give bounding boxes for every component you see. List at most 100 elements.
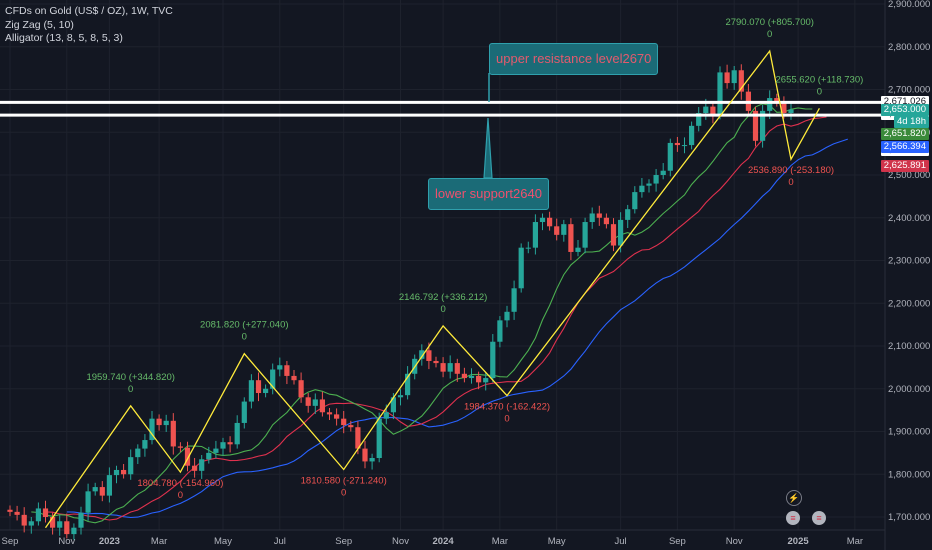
candle-body: [461, 373, 467, 379]
candle-body: [490, 341, 496, 379]
candle-body: [504, 311, 510, 321]
candle-body: [405, 373, 411, 396]
candle-body: [85, 491, 91, 513]
candle-body: [440, 363, 446, 372]
candle-body: [447, 363, 453, 372]
candle-body: [92, 487, 98, 492]
zigzag-pivot-count: 0: [817, 86, 822, 97]
candle-body: [554, 226, 560, 235]
alligator-lips-line: [31, 103, 813, 524]
candle-body: [774, 98, 780, 103]
candle-body: [71, 527, 77, 535]
y-tick-label: 2,300.000: [888, 256, 930, 267]
x-tick-label: Jul: [615, 536, 627, 547]
zigzag-pivot-label: 2790.070 (+805.700): [725, 17, 813, 28]
y-tick-label: 2,400.000: [888, 213, 930, 224]
candle-body: [78, 512, 84, 528]
x-tick-label: Nov: [726, 536, 743, 547]
candle-body: [696, 113, 702, 126]
candle-body: [106, 475, 112, 496]
price-tag: 2,566.394: [880, 140, 929, 153]
candle-body: [142, 440, 148, 449]
x-tick-label: Sep: [335, 536, 352, 547]
alligator-teeth-line: [45, 116, 827, 521]
candle-body: [312, 399, 318, 406]
legend-zigzag: Zig Zag (5, 10): [5, 18, 74, 31]
candle-body: [248, 380, 254, 402]
legend-alligator: Alligator (13, 8, 5, 8, 5, 3): [5, 32, 123, 44]
candle-body: [28, 521, 34, 526]
candle-body: [255, 380, 262, 394]
candle-body: [426, 350, 432, 361]
candle-body: [767, 98, 773, 111]
candle-body: [589, 213, 595, 223]
candle-body: [738, 70, 744, 92]
candle-body: [348, 425, 354, 428]
candle-body: [397, 395, 404, 398]
zigzag-pivot-label: 2146.792 (+336.212): [399, 292, 487, 303]
upper-resistance-note[interactable]: upper resistance level2670: [489, 43, 659, 75]
price-tag: 2,625.891: [880, 159, 929, 172]
zigzag-pivot-count: 0: [440, 304, 445, 315]
candle-body: [674, 142, 680, 146]
candle-body: [50, 517, 56, 528]
candle-body: [270, 369, 276, 389]
zigzag-pivot-count: 0: [341, 488, 346, 499]
candle-body: [234, 422, 240, 445]
x-tick-label: May: [214, 536, 232, 547]
dividend-icon[interactable]: ⚡: [786, 490, 802, 506]
candle-body: [639, 185, 645, 193]
candle-body: [752, 110, 759, 141]
candle-body: [64, 521, 70, 535]
us-flag-icon[interactable]: ≡: [786, 511, 800, 525]
candle-body: [717, 72, 723, 116]
candle-body: [7, 509, 13, 512]
candle-body: [220, 442, 226, 449]
x-tick-label: Jul: [274, 536, 286, 547]
alligator-jaw-line: [66, 138, 848, 519]
lower-support-note[interactable]: lower support2640: [428, 178, 549, 210]
candle-body: [277, 365, 283, 370]
candle-body: [788, 109, 794, 114]
candle-body: [483, 378, 489, 383]
candle-body: [724, 72, 730, 84]
candle-body: [511, 288, 517, 312]
x-tick-label: Sep: [669, 536, 686, 547]
x-tick-label: 2024: [433, 536, 455, 547]
y-tick-label: 2,800.000: [888, 42, 930, 53]
candle-body: [177, 446, 183, 448]
candle-body: [35, 508, 41, 522]
price-tag: 4d 18h: [893, 115, 929, 128]
candle-body: [284, 365, 290, 376]
y-tick-label: 2,900.000: [888, 0, 930, 10]
y-tick-label: 1,800.000: [888, 469, 930, 480]
candle-body: [291, 375, 297, 381]
x-tick-label: 2023: [99, 536, 120, 547]
candle-body: [206, 452, 212, 460]
candle-body: [156, 418, 162, 426]
candle-body: [660, 170, 666, 175]
price-tag: 2,653.000: [880, 103, 929, 116]
candle-body: [731, 70, 737, 84]
candle-body: [476, 375, 482, 383]
x-tick-label: Mar: [151, 536, 167, 547]
candle-body: [681, 145, 688, 147]
candle-body: [625, 209, 631, 220]
y-tick-label: 2,500.000: [888, 170, 930, 181]
candle-body: [468, 375, 475, 379]
candle-body: [603, 217, 609, 225]
zigzag-line: [44, 49, 820, 529]
candle-body: [547, 217, 553, 227]
zigzag-pivot-count: 0: [178, 490, 183, 501]
candle-body: [497, 320, 503, 342]
zigzag-pivot-count: 0: [767, 29, 772, 40]
candle-body: [667, 142, 673, 171]
candle-body: [199, 459, 205, 471]
zigzag-pivot-label: 2081.820 (+277.040): [200, 320, 288, 331]
us-flag-icon[interactable]: ≡: [812, 511, 826, 525]
candle-body: [355, 427, 361, 449]
x-tick-label: Mar: [492, 536, 508, 547]
candle-body: [419, 350, 425, 359]
candle-body: [184, 447, 191, 466]
